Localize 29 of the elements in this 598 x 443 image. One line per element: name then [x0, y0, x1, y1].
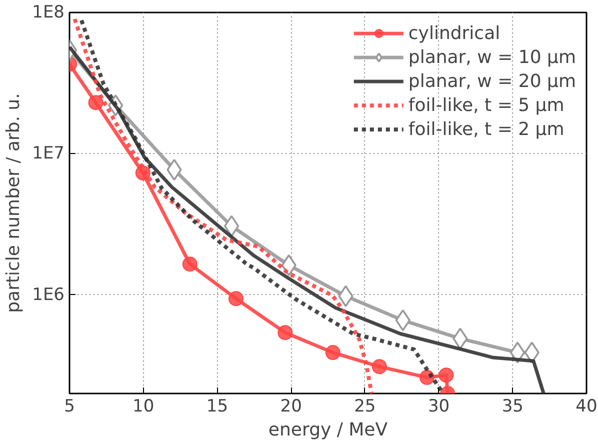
point	[278, 325, 293, 340]
y-tick-label: 1E8	[32, 2, 64, 22]
y-tick-label: 1E7	[32, 144, 64, 164]
point	[338, 285, 354, 307]
legend-label: foil-like, t = 2 µm	[408, 118, 564, 140]
x-tick-label: 10	[132, 396, 154, 416]
point	[372, 359, 387, 374]
point	[224, 215, 240, 237]
x-tick-label: 5	[64, 396, 75, 416]
x-tick-label: 25	[354, 396, 376, 416]
x-tick-label: 40	[576, 396, 598, 416]
point	[524, 342, 540, 364]
point	[325, 345, 340, 360]
legend-label: planar, w = 20 µm	[408, 70, 576, 92]
legend-label: foil-like, t = 5 µm	[408, 94, 564, 116]
x-tick-label: 15	[206, 396, 228, 416]
legend-label: cylindrical	[408, 22, 500, 44]
x-tick-label: 30	[428, 396, 450, 416]
point	[88, 95, 104, 110]
point	[228, 291, 244, 306]
x-tick-label: 35	[502, 396, 524, 416]
point	[452, 328, 468, 350]
legend-label: planar, w = 10 µm	[408, 46, 576, 68]
y-axis-title: particle number / arb. u.	[3, 93, 24, 313]
point	[438, 368, 454, 383]
point	[182, 256, 198, 272]
y-tick-label: 1E6	[32, 284, 64, 305]
x-axis-title: energy / MeV	[268, 420, 388, 440]
x-tick-label: 20	[280, 396, 302, 416]
